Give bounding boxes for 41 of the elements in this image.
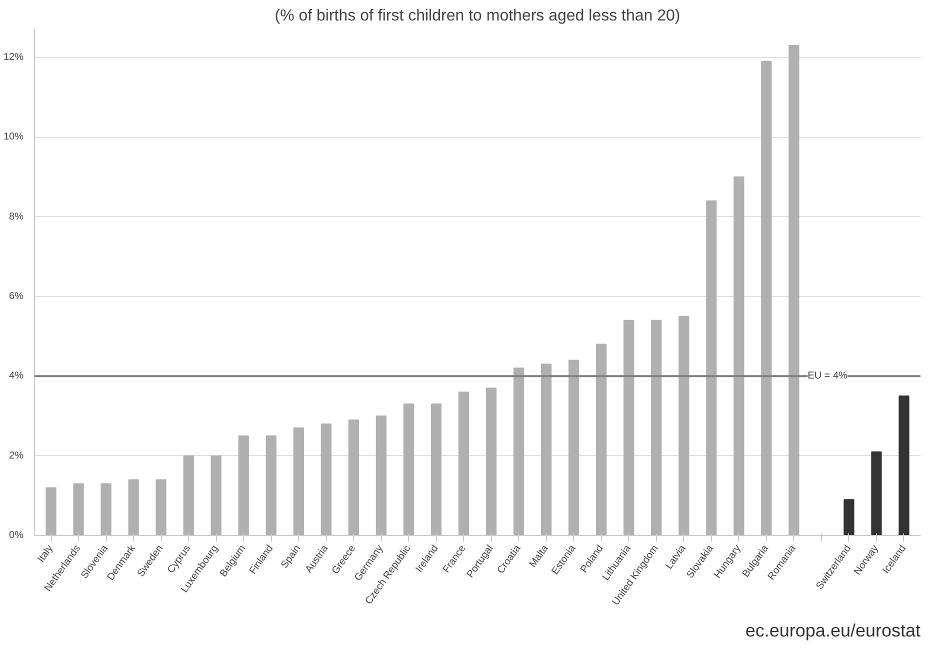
bar	[348, 419, 359, 536]
bar	[706, 200, 717, 536]
bar	[596, 344, 607, 536]
bar	[761, 60, 772, 536]
bar	[320, 423, 332, 536]
bar	[183, 455, 194, 536]
bar	[403, 404, 414, 536]
bar	[238, 435, 249, 536]
bar	[458, 392, 470, 536]
bar	[46, 487, 56, 536]
bar	[128, 479, 139, 536]
bar	[624, 320, 634, 536]
bar	[100, 483, 112, 536]
bar	[678, 316, 690, 536]
bar	[486, 388, 497, 536]
y-tick-label: 2%	[9, 450, 24, 462]
bar	[568, 360, 580, 536]
bar	[430, 404, 442, 536]
bar	[871, 451, 882, 536]
bar	[844, 499, 854, 536]
bar	[540, 364, 552, 536]
bar	[898, 396, 910, 536]
bar	[156, 479, 166, 536]
bar	[266, 435, 276, 536]
bar	[513, 368, 524, 536]
bar	[293, 427, 304, 536]
bar	[210, 455, 222, 536]
bar	[376, 415, 387, 536]
y-tick-label: 6%	[9, 290, 24, 302]
ref-line-label: EU = 4%	[808, 370, 848, 382]
bar	[734, 176, 744, 536]
bar	[73, 483, 84, 536]
bar	[651, 320, 662, 536]
y-tick-label: 12%	[3, 52, 24, 63]
y-tick-label: 4%	[9, 370, 24, 382]
text: ec.europa.eu/eurostat	[745, 620, 921, 640]
bar	[788, 44, 800, 536]
y-tick-label: 8%	[9, 211, 24, 222]
chart-title: (% of births of first children to mothers aged less than 20)	[274, 8, 680, 24]
y-tick-label: 0%	[9, 530, 24, 541]
y-tick-label: 10%	[3, 132, 24, 143]
